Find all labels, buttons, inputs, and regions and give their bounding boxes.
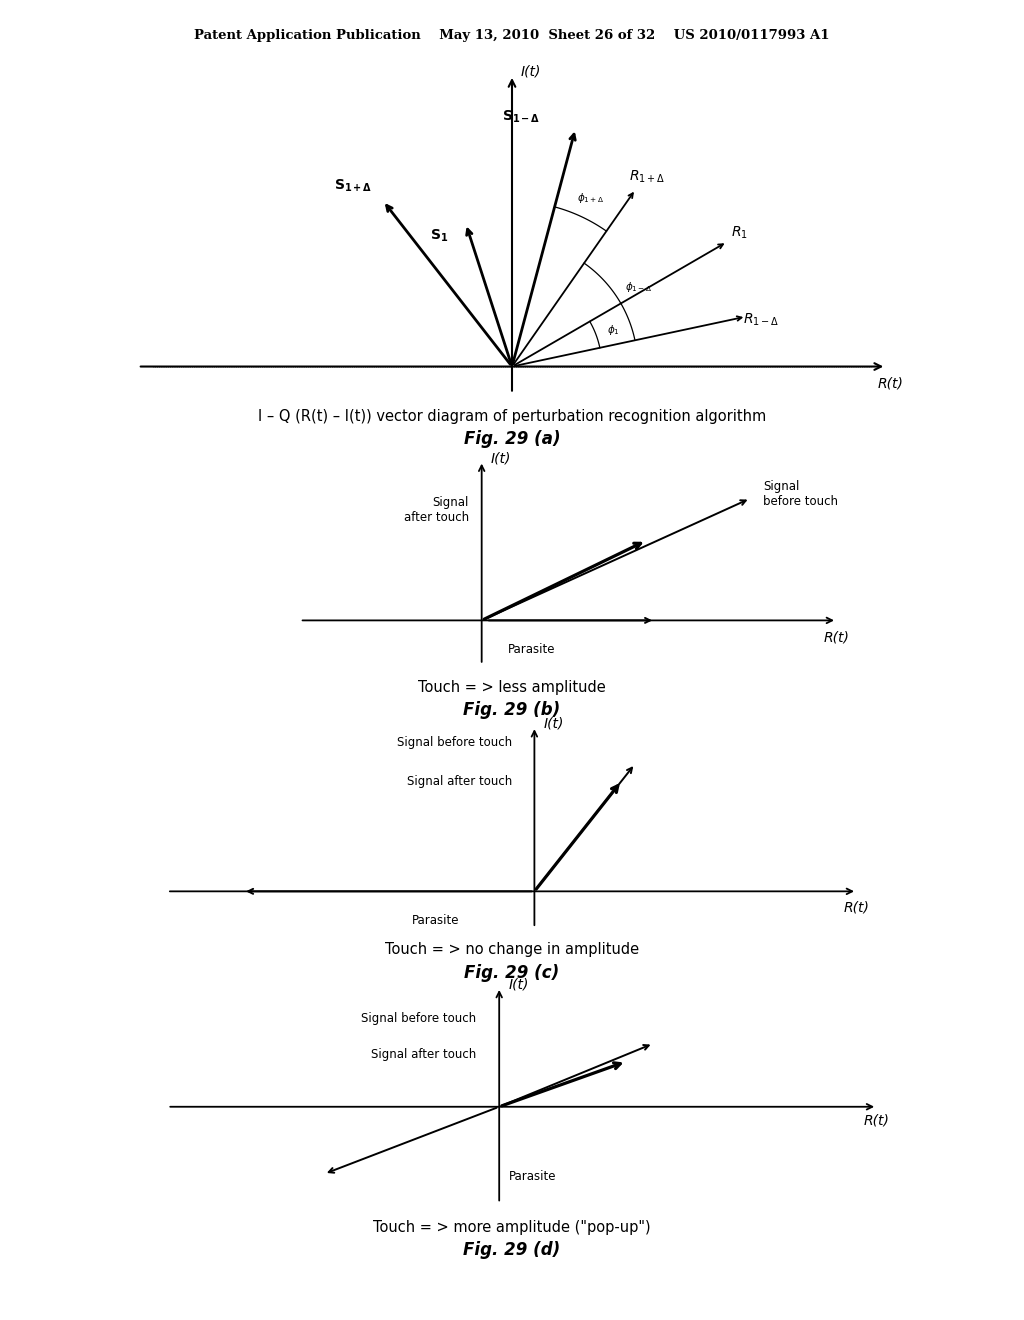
Text: I(t): I(t) [521,65,542,78]
Text: Signal before touch: Signal before touch [397,735,512,748]
Text: Signal before touch: Signal before touch [361,1012,476,1026]
Text: Touch = > less amplitude: Touch = > less amplitude [418,680,606,694]
Text: Parasite: Parasite [412,915,460,927]
Text: R(t): R(t) [863,1113,889,1127]
Text: Fig. 29 (a): Fig. 29 (a) [464,430,560,449]
Text: R(t): R(t) [844,900,869,915]
Text: I – Q (R(t) – I(t)) vector diagram of perturbation recognition algorithm: I – Q (R(t) – I(t)) vector diagram of pe… [258,409,766,424]
Text: $R_{1-\Delta}$: $R_{1-\Delta}$ [743,312,779,327]
Text: Parasite: Parasite [508,1170,556,1183]
Text: Patent Application Publication    May 13, 2010  Sheet 26 of 32    US 2010/011799: Patent Application Publication May 13, 2… [195,29,829,42]
Text: $\mathbf{S_{1+\Delta}}$: $\mathbf{S_{1+\Delta}}$ [334,177,373,194]
Text: R(t): R(t) [878,376,903,391]
Text: $\phi_{1-\Delta}$: $\phi_{1-\Delta}$ [626,280,652,294]
Text: $\mathbf{S_{1-\Delta}}$: $\mathbf{S_{1-\Delta}}$ [503,108,541,124]
Text: Signal
after touch: Signal after touch [403,495,469,524]
Text: $R_1$: $R_1$ [731,224,748,242]
Text: I(t): I(t) [508,977,528,991]
Text: $\phi_1$: $\phi_1$ [607,322,620,337]
Text: Fig. 29 (b): Fig. 29 (b) [464,701,560,719]
Text: $\mathbf{S_1}$: $\mathbf{S_1}$ [430,227,447,244]
Text: R(t): R(t) [824,630,850,644]
Text: Touch = > no change in amplitude: Touch = > no change in amplitude [385,942,639,957]
Text: Parasite: Parasite [508,643,555,656]
Text: Signal after touch: Signal after touch [407,775,512,788]
Text: I(t): I(t) [490,451,511,465]
Text: Fig. 29 (c): Fig. 29 (c) [464,964,560,982]
Text: Touch = > more amplitude ("pop-up"): Touch = > more amplitude ("pop-up") [373,1220,651,1234]
Text: Signal
before touch: Signal before touch [763,480,839,508]
Text: $\phi_{1+\Delta}$: $\phi_{1+\Delta}$ [577,190,604,205]
Text: $R_{1+\Delta}$: $R_{1+\Delta}$ [630,169,666,186]
Text: Signal after touch: Signal after touch [371,1048,476,1061]
Text: Fig. 29 (d): Fig. 29 (d) [464,1241,560,1259]
Text: I(t): I(t) [544,717,564,731]
